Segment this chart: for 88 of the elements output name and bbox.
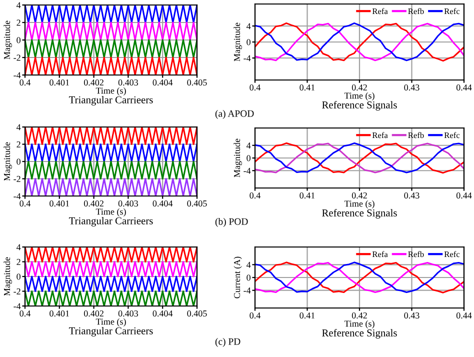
- y-tick-label: 0: [246, 274, 250, 281]
- x-tick-label: 0.44: [456, 192, 472, 199]
- text: Reference Signals: [322, 329, 397, 339]
- x-axis-title: Time (s): [344, 92, 374, 101]
- text: (b) POD: [215, 218, 248, 227]
- y-tick-label: 4: [246, 262, 251, 268]
- y-tick-label: 0: [16, 274, 20, 280]
- y-tick-label: -4: [14, 72, 21, 78]
- x-tick-label: 0.41: [300, 312, 315, 319]
- y-tick-label: 2: [16, 258, 20, 265]
- y-axis-title: Magnitude: [234, 22, 242, 62]
- x-tick-label: 0.404: [152, 200, 173, 207]
- y-tick-label: -4: [244, 168, 251, 174]
- y-tick-label: -2: [14, 288, 20, 294]
- y-tick-label: -4: [14, 193, 21, 200]
- text: Triangular Carrieers: [69, 96, 153, 106]
- x-tick-label: 0.404: [152, 310, 173, 317]
- y-tick-label: 2: [16, 20, 20, 26]
- y-axis-title: Magnitude: [234, 138, 242, 178]
- x-tick-label: 0.401: [50, 79, 70, 86]
- x-tick-label: 0.42: [352, 312, 367, 319]
- y-axis-title: Magnitude: [4, 20, 12, 60]
- x-tick-label: 0.403: [118, 200, 138, 207]
- y-tick-label: -2: [14, 176, 20, 182]
- y-tick-label: -4: [244, 288, 251, 294]
- x-tick-label: 0.403: [118, 79, 138, 86]
- y-tick-label: -4: [244, 55, 251, 62]
- x-tick-label: 0.43: [404, 312, 420, 319]
- legend-label: Refa: [372, 251, 388, 258]
- x-tick-label: 0.402: [84, 310, 104, 317]
- x-tick-label: 0.402: [84, 200, 104, 207]
- y-tick-label: 4: [246, 23, 251, 30]
- x-tick-label: 0.401: [50, 310, 70, 317]
- text: Triangular Carrieers: [69, 327, 153, 336]
- x-tick-label: 0.42: [352, 84, 367, 91]
- y-tick-label: 4: [246, 142, 251, 148]
- y-tick-label: 0: [16, 37, 20, 44]
- x-axis-title: Time (s): [96, 318, 126, 327]
- text: (a) APOD: [215, 110, 254, 119]
- x-tick-label: 0.4: [250, 192, 260, 199]
- text: Triangular Carrieers: [69, 217, 153, 226]
- y-axis-title: Magnitude: [4, 257, 12, 296]
- x-tick-label: 0.4: [20, 310, 30, 317]
- x-axis-title: Time (s): [344, 200, 374, 209]
- x-axis-title: Time (s): [344, 320, 374, 329]
- y-tick-label: 0: [16, 158, 20, 165]
- y-tick-label: -2: [14, 54, 20, 61]
- line-series: [255, 262, 464, 294]
- x-tick-label: 0.402: [84, 79, 104, 86]
- text: Reference Signals: [322, 101, 397, 111]
- x-tick-label: 0.41: [300, 192, 315, 199]
- y-tick-label: 0: [246, 39, 250, 46]
- x-tick-label: 0.4: [250, 312, 260, 319]
- y-axis-title: Current (A): [234, 256, 242, 298]
- text: (c) PD: [215, 338, 240, 347]
- x-tick-label: 0.44: [456, 312, 472, 319]
- legend-label: Refc: [444, 8, 460, 14]
- x-axis-title: Time (s): [96, 87, 126, 96]
- y-tick-label: 4: [16, 2, 21, 8]
- legend-label: Refb: [408, 132, 424, 138]
- x-tick-label: 0.4: [20, 79, 30, 86]
- y-tick-label: 4: [16, 244, 21, 250]
- y-tick-label: 2: [16, 141, 20, 148]
- y-tick-label: -4: [14, 303, 21, 310]
- y-tick-label: 0: [246, 155, 250, 162]
- x-tick-label: 0.42: [352, 192, 367, 199]
- text: Reference Signals: [322, 209, 397, 219]
- y-tick-label: 4: [16, 124, 21, 130]
- legend-label: Refb: [408, 8, 424, 14]
- x-tick-label: 0.404: [152, 79, 173, 86]
- legend-label: Refc: [444, 251, 460, 258]
- legend-label: Refa: [372, 8, 388, 14]
- x-tick-label: 0.403: [118, 310, 138, 317]
- x-tick-label: 0.405: [187, 310, 207, 317]
- x-tick-label: 0.405: [187, 79, 207, 86]
- legend-label: Refa: [372, 132, 388, 138]
- x-tick-label: 0.4: [20, 200, 30, 207]
- x-tick-label: 0.44: [456, 84, 472, 91]
- x-tick-label: 0.43: [404, 84, 420, 91]
- legend-label: Refc: [444, 132, 460, 138]
- x-tick-label: 0.43: [404, 192, 420, 199]
- x-axis-title: Time (s): [96, 208, 126, 217]
- x-tick-label: 0.405: [187, 200, 207, 207]
- x-tick-label: 0.401: [50, 200, 70, 207]
- legend-label: Refb: [408, 251, 424, 258]
- y-axis-title: Magnitude: [4, 142, 12, 181]
- x-tick-label: 0.4: [250, 84, 260, 91]
- x-tick-label: 0.41: [300, 84, 315, 91]
